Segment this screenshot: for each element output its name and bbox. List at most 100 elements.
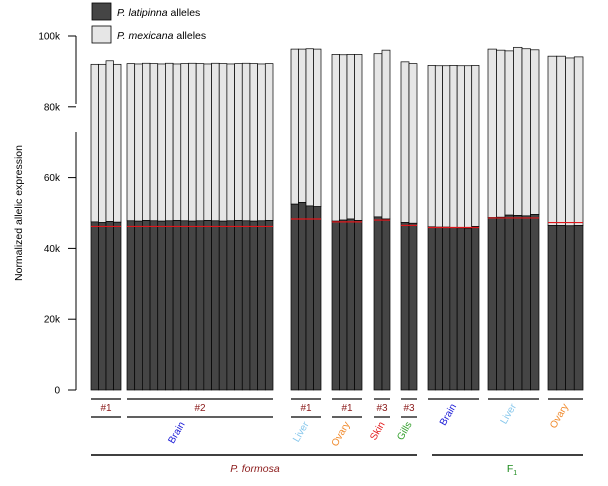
bar-latipinna bbox=[504, 214, 514, 391]
bar-latipinna bbox=[305, 205, 314, 391]
bar-mexicana bbox=[298, 48, 307, 203]
bar-latipinna bbox=[346, 218, 355, 391]
bar-latipinna bbox=[373, 216, 383, 391]
bar-mexicana bbox=[521, 48, 531, 217]
reference-lines bbox=[91, 217, 583, 229]
bar-latipinna bbox=[126, 220, 136, 391]
y-tick-label: 20k bbox=[44, 315, 61, 326]
y-tick-label: 60k bbox=[44, 173, 61, 184]
bar-mexicana bbox=[264, 63, 274, 221]
bar-latipinna bbox=[134, 220, 143, 391]
bar-mexicana bbox=[157, 63, 166, 222]
bar-mexicana bbox=[90, 63, 99, 223]
bar-latipinna bbox=[188, 220, 197, 391]
bar-latipinna bbox=[257, 220, 266, 391]
bar-mexicana bbox=[211, 62, 220, 222]
bar-latipinna bbox=[530, 214, 540, 391]
bar-latipinna bbox=[218, 220, 228, 391]
bar-latipinna bbox=[471, 226, 480, 391]
bar-mexicana bbox=[346, 54, 355, 220]
bar-mexicana bbox=[188, 62, 197, 222]
bar-latipinna bbox=[90, 221, 99, 391]
bar-latipinna bbox=[547, 225, 558, 391]
bar-latipinna bbox=[113, 221, 122, 391]
bar-mexicana bbox=[530, 49, 540, 215]
bar-latipinna bbox=[331, 220, 340, 391]
bar-latipinna bbox=[172, 220, 182, 391]
tissue-label: Ovary bbox=[330, 420, 353, 449]
tissue-label: Liver bbox=[291, 419, 312, 444]
bar-mexicana bbox=[149, 63, 159, 222]
species-label-formosa: P. formosa bbox=[230, 463, 280, 475]
bar-mexicana bbox=[105, 60, 114, 222]
bar-latipinna bbox=[556, 225, 566, 391]
bar-mexicana bbox=[113, 63, 122, 223]
bar-latipinna bbox=[203, 220, 212, 391]
y-tick-label: 40k bbox=[44, 244, 61, 255]
bar-latipinna bbox=[226, 220, 235, 391]
y-axis: 0 20k 40k 60k 80k 100k bbox=[38, 32, 77, 397]
individual-label: #3 bbox=[403, 403, 415, 414]
bar-latipinna bbox=[313, 206, 322, 391]
bar-mexicana bbox=[464, 65, 473, 229]
bar-latipinna bbox=[381, 218, 391, 391]
individual-label: #1 bbox=[300, 403, 312, 414]
bar-mexicana bbox=[381, 49, 391, 220]
bar-mexicana bbox=[249, 63, 258, 222]
bar-mexicana bbox=[556, 55, 566, 226]
bar-mexicana bbox=[203, 63, 212, 221]
group-annotations: #1 #2 #1 #1 #3 #3 Brain Liver Ovary Skin Gills Brai… bbox=[91, 398, 583, 477]
individual-label: #2 bbox=[194, 403, 206, 414]
bar-mexicana bbox=[142, 62, 151, 221]
legend-swatch-latipinna bbox=[91, 2, 112, 21]
bar-mexicana bbox=[98, 63, 107, 223]
bar-mexicana bbox=[165, 62, 174, 222]
bar-mexicana bbox=[172, 63, 182, 221]
bar-latipinna bbox=[211, 220, 220, 391]
bar-mexicana bbox=[449, 65, 458, 228]
bar-mexicana bbox=[504, 50, 514, 216]
tissue-label: Brain bbox=[166, 420, 187, 446]
bar-mexicana bbox=[471, 65, 480, 227]
bar-latipinna bbox=[234, 220, 243, 391]
bar-latipinna bbox=[521, 215, 531, 391]
bar-latipinna bbox=[157, 220, 166, 391]
bar-mexicana bbox=[408, 63, 418, 224]
bar-mexicana bbox=[290, 48, 299, 205]
y-tick-label: 100k bbox=[38, 32, 61, 43]
individual-label: #1 bbox=[100, 403, 112, 414]
bar-latipinna bbox=[464, 227, 473, 391]
bar-mexicana bbox=[241, 62, 251, 222]
bar-mexicana bbox=[400, 61, 410, 223]
bar-mexicana bbox=[331, 54, 340, 222]
individual-label: #3 bbox=[376, 403, 388, 414]
bar-latipinna bbox=[400, 222, 410, 391]
bar-mexicana bbox=[226, 63, 235, 222]
bar-latipinna bbox=[456, 227, 465, 391]
bar-mexicana bbox=[134, 63, 143, 222]
bar-mexicana bbox=[496, 49, 506, 218]
species-label-f1: F1 bbox=[507, 463, 517, 477]
bar-mexicana bbox=[442, 65, 451, 228]
bar-mexicana bbox=[547, 55, 558, 226]
bar-latipinna bbox=[339, 219, 348, 391]
bar-latipinna bbox=[427, 226, 436, 391]
bar-latipinna bbox=[573, 225, 584, 391]
bar-mexicana bbox=[218, 63, 228, 222]
bar-mexicana bbox=[257, 63, 266, 222]
bar-latipinna bbox=[487, 217, 497, 391]
bar-latipinna bbox=[434, 226, 443, 391]
bar-latipinna bbox=[165, 220, 174, 391]
bar-latipinna bbox=[298, 202, 307, 391]
bar-latipinna bbox=[513, 215, 523, 391]
bar-latipinna bbox=[264, 220, 274, 391]
bar-latipinna bbox=[142, 220, 151, 391]
bar-latipinna bbox=[354, 220, 363, 391]
bar-latipinna bbox=[149, 220, 159, 391]
y-axis-label: Normalized allelic expression bbox=[13, 145, 25, 281]
tissue-label: Liver bbox=[499, 401, 520, 426]
bar-latipinna bbox=[180, 220, 189, 391]
bar-latipinna bbox=[449, 227, 458, 391]
legend-swatch-mexicana bbox=[91, 25, 112, 44]
bar-mexicana bbox=[373, 53, 383, 218]
